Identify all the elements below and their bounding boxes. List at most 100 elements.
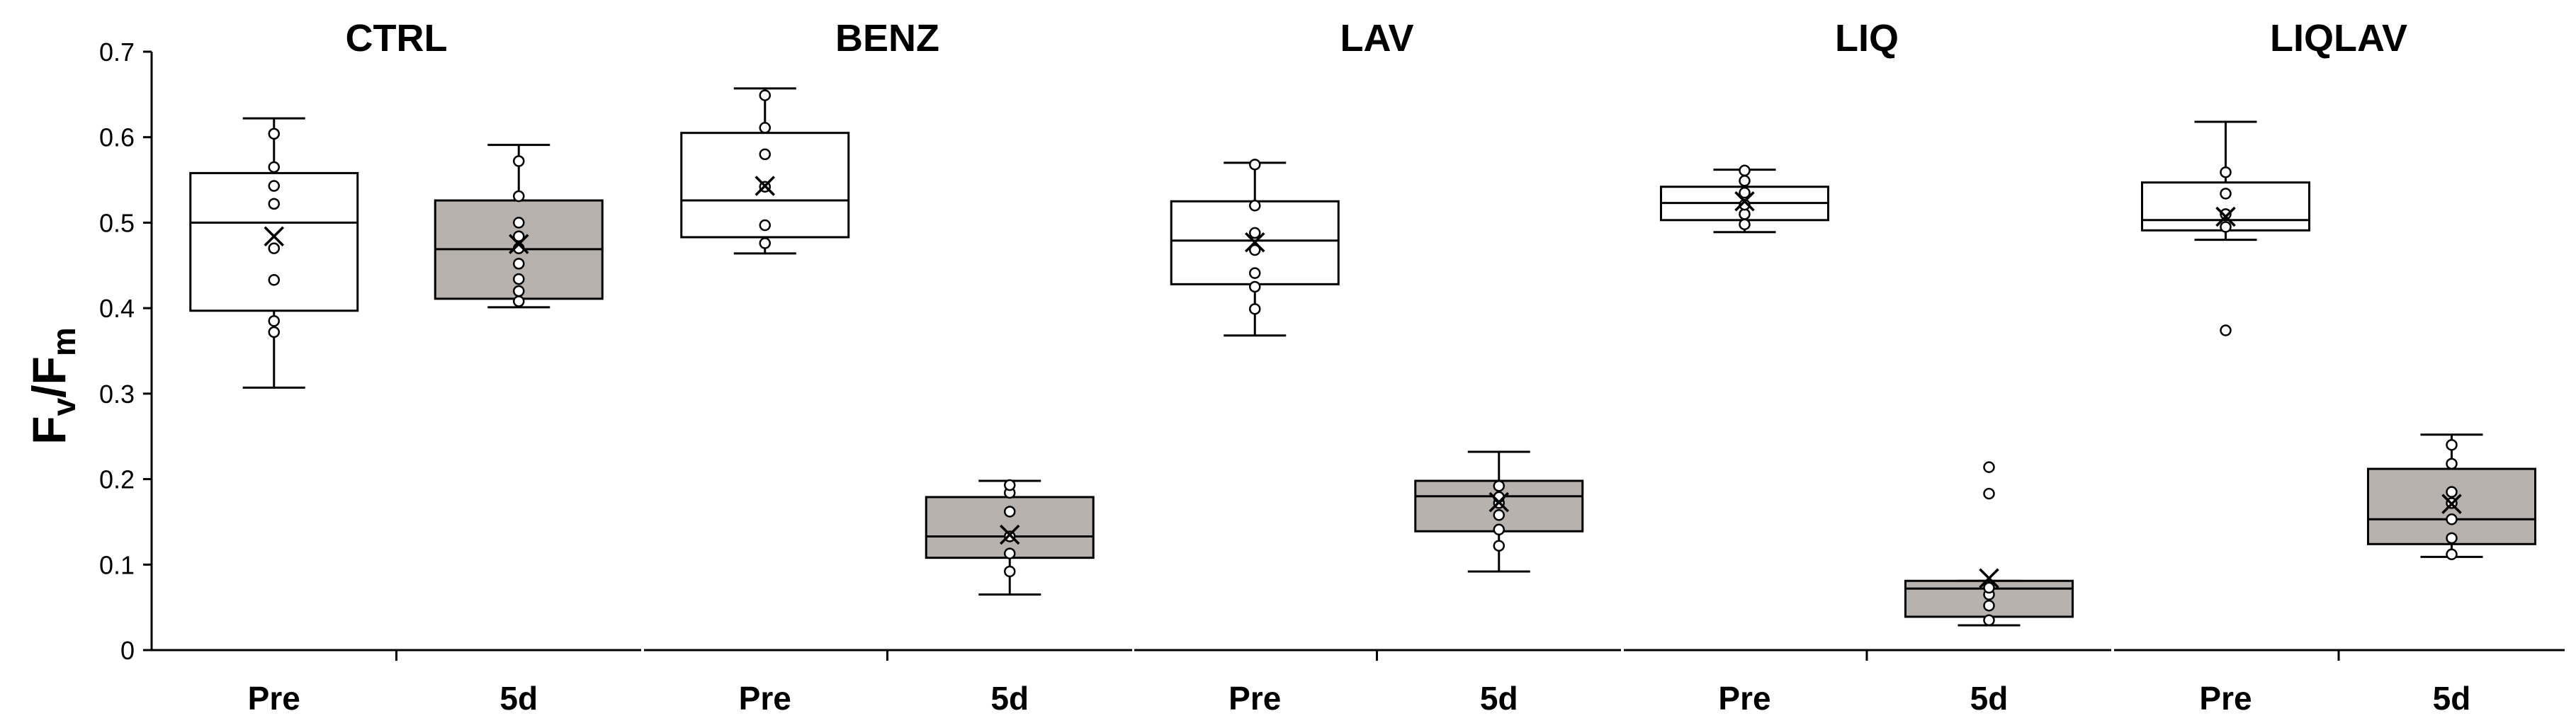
x-tick-label: 5d xyxy=(499,680,538,717)
panel-title: LIQLAV xyxy=(2270,17,2407,59)
box-pre: Pre xyxy=(2141,120,2310,717)
y-label-sub-m: m xyxy=(45,327,82,356)
box-pre: Pre xyxy=(1660,164,1829,717)
data-point xyxy=(513,217,525,229)
data-point xyxy=(513,273,525,285)
x-tick-label: 5d xyxy=(990,680,1029,717)
panel-ctrl: CTRL Pre 5d xyxy=(152,17,641,717)
data-point xyxy=(759,219,771,232)
outlier-point xyxy=(2220,324,2232,336)
x-tick-label: Pre xyxy=(739,680,791,717)
data-point xyxy=(2446,457,2458,470)
y-tick-label: 0.5 xyxy=(99,208,135,237)
box-5d: 5d xyxy=(2367,433,2536,717)
panel-title: LAV xyxy=(1340,17,1414,59)
box-5d: 5d xyxy=(1904,461,2074,717)
data-point xyxy=(513,190,525,203)
mean-marker xyxy=(1979,568,1999,588)
y-tick-label: 0.7 xyxy=(99,38,135,67)
panel-benz: BENZ Pre 5d xyxy=(644,17,1132,717)
data-point xyxy=(513,285,525,297)
data-point xyxy=(1493,540,1505,552)
data-point xyxy=(1004,479,1016,491)
data-point xyxy=(268,326,280,339)
mean-marker xyxy=(755,176,775,196)
box-5d: 5d xyxy=(434,144,604,717)
y-tick-label: 0.6 xyxy=(99,123,135,152)
y-tick-label: 0.1 xyxy=(99,550,135,579)
mean-marker xyxy=(2215,206,2236,227)
y-label-slash: / xyxy=(23,385,75,397)
data-point xyxy=(1249,303,1261,315)
data-point xyxy=(513,295,525,307)
data-point xyxy=(1249,280,1261,293)
data-point xyxy=(759,122,771,134)
data-point xyxy=(1739,175,1751,187)
x-tick-label: Pre xyxy=(248,680,300,717)
box-5d: 5d xyxy=(925,479,1095,717)
data-point xyxy=(513,230,525,242)
panel-liq: LIQ Pre 5d xyxy=(1624,17,2111,717)
mean-marker xyxy=(1488,491,1509,513)
y-tick-label: 0.4 xyxy=(99,294,135,323)
data-point xyxy=(2220,221,2232,233)
data-point xyxy=(2220,188,2232,200)
data-point xyxy=(268,127,280,140)
data-point xyxy=(1249,267,1261,279)
mean-marker xyxy=(509,234,529,254)
data-point xyxy=(268,242,280,254)
box-5d: 5d xyxy=(1414,450,1584,717)
y-axis-label: Fv/Fm xyxy=(23,327,82,445)
mean-marker xyxy=(2441,494,2462,514)
data-point xyxy=(513,258,525,270)
panel-title: BENZ xyxy=(835,17,939,59)
data-point xyxy=(1983,614,1995,626)
data-point xyxy=(1983,461,1995,473)
data-point xyxy=(1004,547,1016,559)
panel-title: LIQ xyxy=(1835,17,1899,59)
data-point xyxy=(1739,218,1751,231)
data-point xyxy=(1493,509,1505,521)
x-tick-label: 5d xyxy=(1970,680,2009,717)
data-point xyxy=(2446,532,2458,545)
box-pre: Pre xyxy=(189,117,359,717)
iqr-box xyxy=(189,171,359,312)
data-point xyxy=(1983,487,1995,500)
data-point xyxy=(1249,159,1261,171)
mean-marker xyxy=(1000,524,1020,545)
data-point xyxy=(1004,565,1016,578)
data-point xyxy=(1983,599,1995,612)
mean-marker xyxy=(1245,232,1265,253)
x-tick-label: Pre xyxy=(1718,680,1770,717)
y-tick-label: 0.2 xyxy=(99,465,135,494)
x-tick-label: 5d xyxy=(2433,680,2471,717)
x-tick-label: Pre xyxy=(1228,680,1281,717)
y-axis: 0 0.1 0.2 0.3 0.4 0.5 0.6 0.7 xyxy=(99,38,153,665)
data-point xyxy=(1249,244,1261,256)
data-point xyxy=(759,89,771,101)
data-point xyxy=(759,148,771,161)
data-point xyxy=(2446,439,2458,451)
data-point xyxy=(1493,523,1505,536)
data-point xyxy=(1739,164,1751,177)
data-point xyxy=(1983,581,1995,594)
data-point xyxy=(268,180,280,192)
data-point xyxy=(1249,227,1261,239)
x-tick-label: 5d xyxy=(1480,680,1518,717)
data-point xyxy=(2446,486,2458,498)
data-point xyxy=(268,315,280,327)
data-point xyxy=(513,155,525,167)
data-point xyxy=(1739,208,1751,220)
x-tick-label: Pre xyxy=(2199,680,2252,717)
data-point xyxy=(268,161,280,174)
data-point xyxy=(1493,479,1505,492)
data-point xyxy=(1004,506,1016,518)
y-tick-label: 0.3 xyxy=(99,380,135,409)
data-point xyxy=(2446,513,2458,525)
data-point xyxy=(1739,186,1751,199)
panel-lav: LAV Pre 5d xyxy=(1134,17,1621,717)
iqr-box xyxy=(2367,467,2536,545)
box-pre: Pre xyxy=(680,87,850,717)
